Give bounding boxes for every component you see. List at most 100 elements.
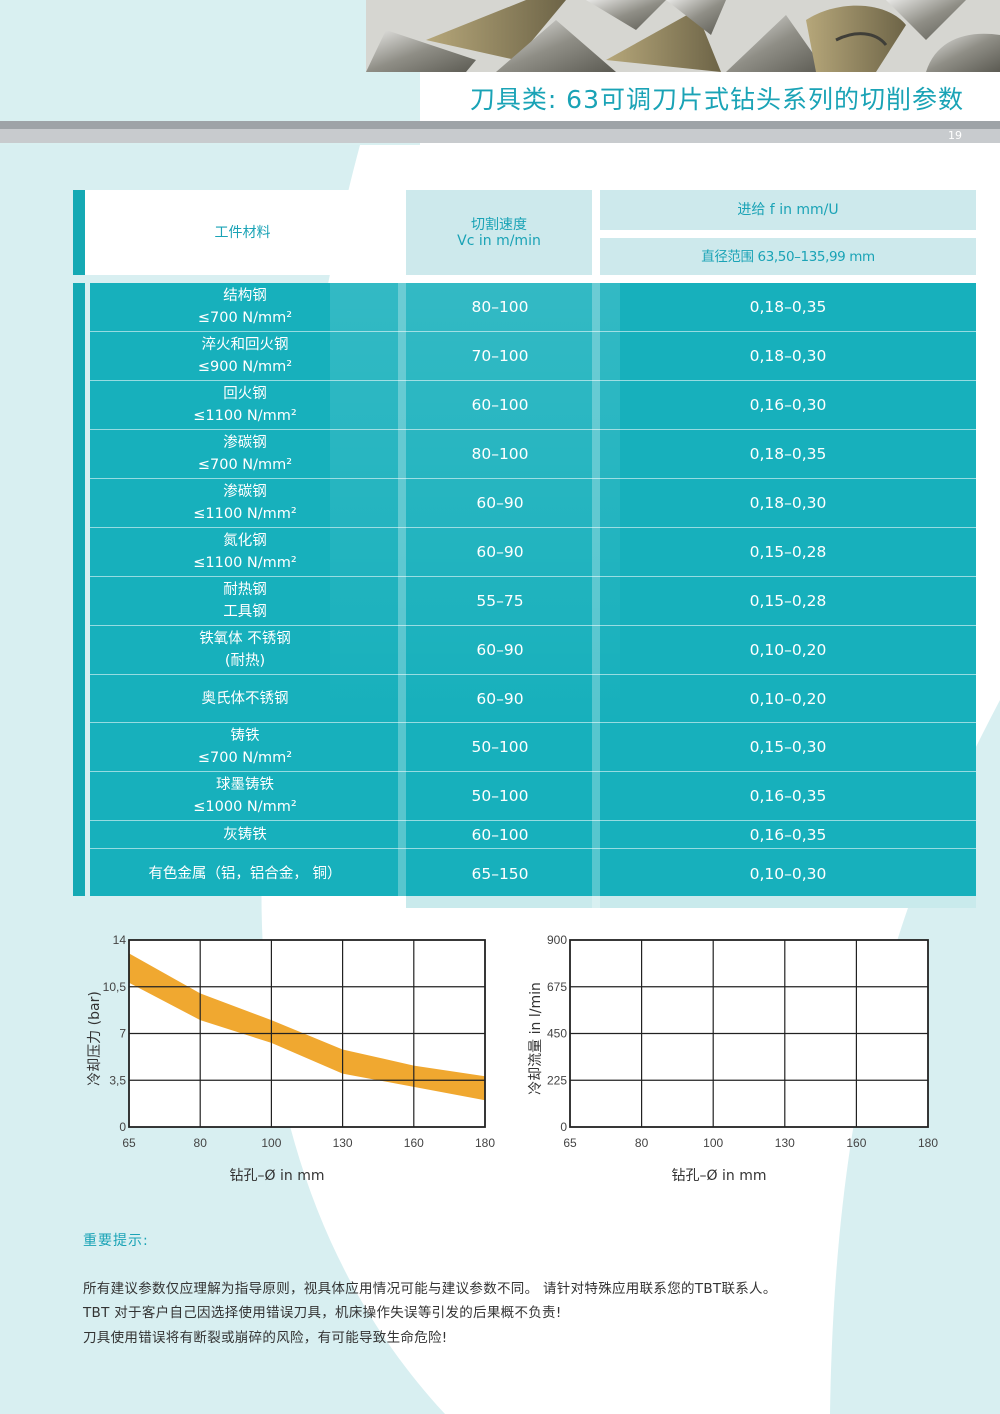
page-number-bar bbox=[0, 129, 1000, 143]
table-row: 渗碳钢 ≤1100 N/mm² 60–90 0,18–0,30 bbox=[90, 479, 976, 528]
column-separator bbox=[398, 283, 406, 908]
coolant-flow-chart: 0 225 450 675 900 65 80 100 130 160 180 钻孔–Ø in mm 冷… bbox=[500, 920, 1000, 1194]
material-name: 铁氧体 不锈钢 bbox=[199, 631, 291, 647]
note-line: TBT 对于客户自己因选择使用错误刀具，机床操作失误等引发的后果概不负责! bbox=[83, 1305, 562, 1321]
x-tick-label: 180 bbox=[918, 1136, 938, 1150]
table-row: 灰铸铁 60–100 0,16–0,35 bbox=[90, 821, 976, 849]
header-feed-label: 进给 f in mm/U bbox=[737, 202, 839, 218]
feed-cell: 0,16–0,35 bbox=[749, 787, 827, 805]
material-cell: 淬火和回火钢 ≤900 N/mm² bbox=[90, 332, 400, 380]
cutting-speed-cell: 60–100 bbox=[471, 825, 529, 844]
feed-cell: 0,10–0,30 bbox=[749, 865, 827, 883]
material-spec: (耐热) bbox=[224, 653, 266, 669]
cutting-speed-cell: 70–100 bbox=[471, 347, 529, 365]
title-rule bbox=[0, 121, 1000, 129]
material-spec: ≤700 N/mm² bbox=[197, 750, 293, 766]
header-cutting-speed: 切割速度 Vc in m/min bbox=[406, 190, 592, 275]
y-tick-label: 675 bbox=[547, 980, 567, 994]
page-title: 刀具类: 63可调刀片式钻头系列的切削参数 bbox=[469, 85, 964, 114]
feed-cell: 0,15–0,28 bbox=[749, 592, 827, 610]
header-speed-line1: 切割速度 bbox=[471, 216, 527, 233]
material-name: 渗碳钢 bbox=[223, 435, 267, 451]
x-tick-label: 100 bbox=[261, 1136, 281, 1150]
note-line: 所有建议参数仅应理解为指导原则，视具体应用情况可能与建议参数不同。 请针对特殊应… bbox=[83, 1281, 777, 1297]
cutting-speed-cell: 60–90 bbox=[476, 494, 524, 512]
material-cell: 铁氧体 不锈钢 (耐热) bbox=[90, 626, 400, 674]
header-speed-line2: Vc in m/min bbox=[457, 232, 541, 249]
header-material-label: 工件材料 bbox=[214, 224, 271, 241]
plot-frame bbox=[128, 939, 486, 1128]
x-tick-label: 130 bbox=[333, 1136, 353, 1150]
material-cell: 渗碳钢 ≤1100 N/mm² bbox=[90, 479, 400, 527]
material-cell: 耐热钢 工具钢 bbox=[90, 577, 400, 625]
x-tick-label: 100 bbox=[703, 1136, 723, 1150]
cutting-speed-cell: 60–100 bbox=[471, 396, 529, 414]
material-spec: ≤1000 N/mm² bbox=[193, 799, 297, 815]
material-name: 淬火和回火钢 bbox=[201, 337, 289, 353]
material-name: 回火钢 bbox=[223, 386, 267, 402]
x-tick-label: 130 bbox=[775, 1136, 795, 1150]
y-tick-label: 900 bbox=[547, 933, 567, 947]
material-cell: 渗碳钢 ≤700 N/mm² bbox=[90, 430, 400, 478]
table-body bbox=[90, 283, 976, 896]
y-tick-label: 450 bbox=[547, 1027, 567, 1041]
header-photo bbox=[366, 0, 1000, 72]
cutting-speed-cell: 60–90 bbox=[476, 641, 524, 659]
feed-cell: 0,18–0,35 bbox=[749, 445, 827, 463]
header-diameter-range: 直径范围 63,50–135,99 mm bbox=[600, 238, 976, 275]
cutting-speed-cell: 80–100 bbox=[471, 298, 529, 316]
cutting-speed-cell: 50–100 bbox=[471, 787, 529, 805]
material-name: 耐热钢 bbox=[223, 582, 267, 598]
y-axis-title: 冷却压力 (bar) bbox=[87, 991, 103, 1086]
table-row: 渗碳钢 ≤700 N/mm² 80–100 0,18–0,35 bbox=[90, 430, 976, 479]
y-axis-title: 冷却流量 in l/min bbox=[528, 982, 544, 1095]
x-axis-title: 钻孔–Ø in mm bbox=[230, 1168, 325, 1184]
material-name: 氮化钢 bbox=[223, 533, 267, 549]
y-tick-label: 0 bbox=[119, 1120, 126, 1134]
table-row: 奥氏体不锈钢 60–90 0,10–0,20 bbox=[90, 675, 976, 723]
feed-cell: 0,15–0,30 bbox=[749, 738, 827, 756]
feed-cell: 0,18–0,35 bbox=[749, 298, 827, 316]
material-name: 结构钢 bbox=[223, 288, 267, 304]
table-row: 铸铁 ≤700 N/mm² 50–100 0,15–0,30 bbox=[90, 723, 976, 772]
feed-cell: 0,15–0,28 bbox=[749, 543, 827, 561]
material-cell: 氮化钢 ≤1100 N/mm² bbox=[90, 528, 400, 576]
table-row: 铁氧体 不锈钢 (耐热) 60–90 0,10–0,20 bbox=[90, 626, 976, 675]
x-tick-label: 80 bbox=[635, 1136, 649, 1150]
x-tick-label: 65 bbox=[122, 1136, 136, 1150]
feed-cell: 0,18–0,30 bbox=[749, 494, 827, 512]
table-row: 氮化钢 ≤1100 N/mm² 60–90 0,15–0,28 bbox=[90, 528, 976, 577]
y-tick-label: 14 bbox=[113, 933, 127, 947]
material-cell: 灰铸铁 bbox=[90, 821, 400, 848]
header-accent-bar bbox=[73, 190, 85, 275]
material-name: 灰铸铁 bbox=[223, 826, 267, 843]
material-cell: 结构钢 ≤700 N/mm² bbox=[90, 283, 400, 331]
material-name: 铸铁 bbox=[230, 728, 260, 744]
page-number: 19 bbox=[948, 129, 962, 142]
notes-title: 重要提示: bbox=[83, 1233, 149, 1249]
material-cell: 铸铁 ≤700 N/mm² bbox=[90, 723, 400, 771]
table-row: 有色金属（铝，铝合金， 铜） 65–150 0,10–0,30 bbox=[90, 849, 976, 899]
feed-cell: 0,10–0,20 bbox=[749, 689, 827, 708]
header-diameter-label: 直径范围 63,50–135,99 mm bbox=[701, 248, 875, 265]
note-line: 刀具使用错误将有断裂或崩碎的风险，有可能导致生命危险! bbox=[83, 1330, 448, 1346]
cutting-speed-cell: 60–90 bbox=[476, 543, 524, 561]
y-tick-label: 7 bbox=[119, 1027, 126, 1041]
material-name: 奥氏体不锈钢 bbox=[201, 690, 289, 707]
feed-cell: 0,10–0,20 bbox=[749, 641, 827, 659]
table-body-overhang bbox=[406, 896, 976, 908]
cutting-speed-cell: 80–100 bbox=[471, 445, 529, 463]
feed-cell: 0,18–0,30 bbox=[749, 347, 827, 365]
pressure-band bbox=[129, 953, 485, 1101]
y-tick-label: 10,5 bbox=[103, 980, 127, 994]
x-tick-label: 160 bbox=[846, 1136, 866, 1150]
table-row: 球墨铸铁 ≤1000 N/mm² 50–100 0,16–0,35 bbox=[90, 772, 976, 821]
material-spec: ≤700 N/mm² bbox=[197, 457, 293, 473]
material-spec: ≤1100 N/mm² bbox=[193, 408, 297, 424]
plot-frame bbox=[569, 939, 929, 1128]
material-cell: 回火钢 ≤1100 N/mm² bbox=[90, 381, 400, 429]
material-cell: 球墨铸铁 ≤1000 N/mm² bbox=[90, 772, 400, 820]
x-tick-label: 65 bbox=[563, 1136, 577, 1150]
y-tick-label: 0 bbox=[560, 1120, 567, 1134]
x-axis-title: 钻孔–Ø in mm bbox=[672, 1168, 767, 1184]
